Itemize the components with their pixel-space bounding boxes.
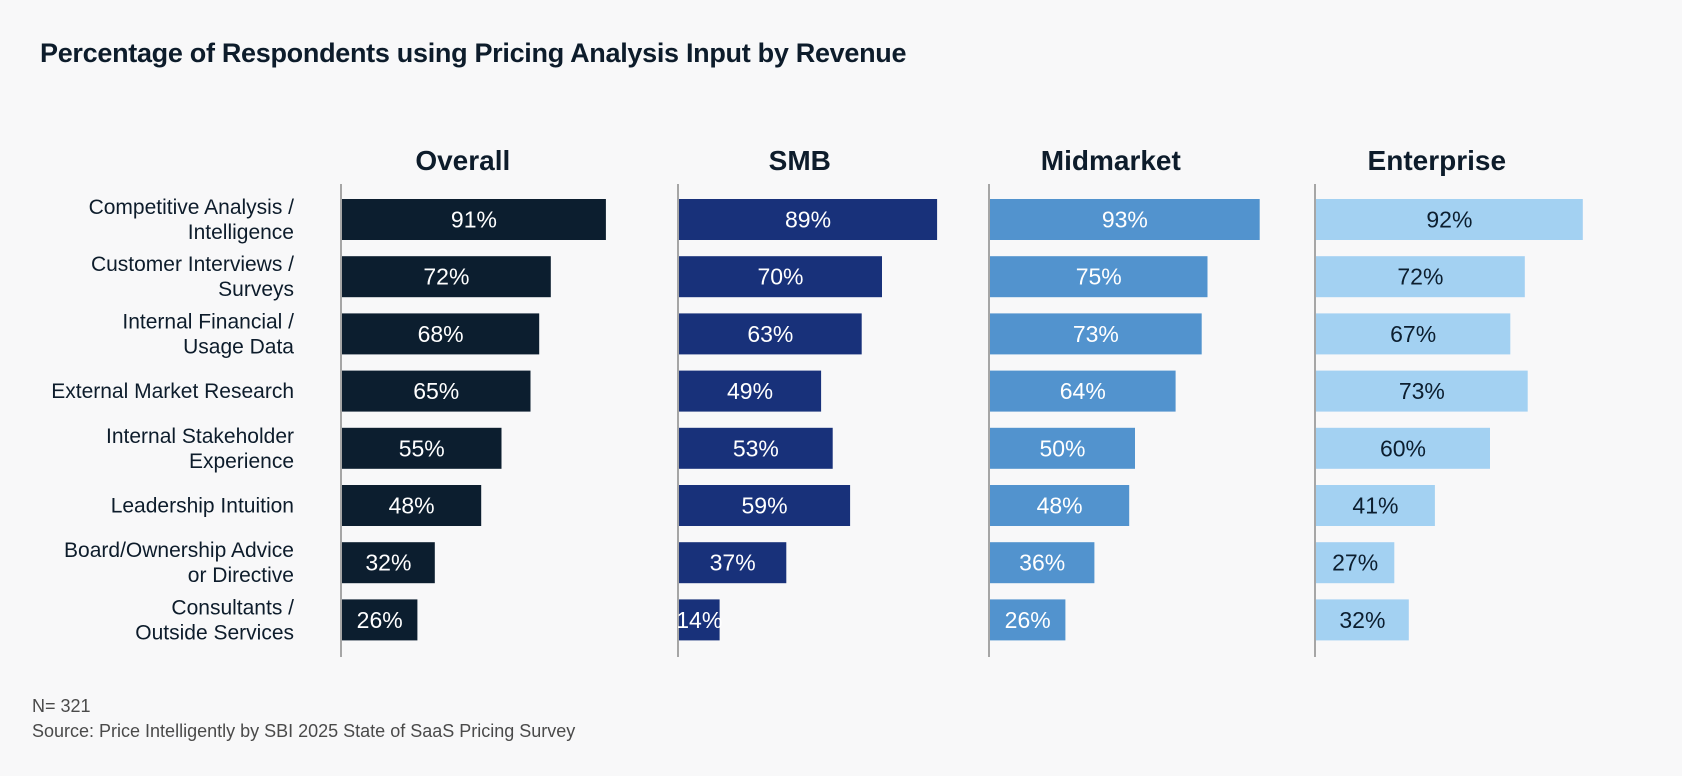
bar-value-label: 32%: [365, 550, 411, 576]
bar-value-label: 59%: [742, 493, 788, 519]
panel-header: SMB: [769, 145, 831, 176]
bar-value-label: 48%: [1037, 493, 1083, 519]
bar-value-label: 49%: [727, 378, 773, 404]
bar-value-label: 55%: [399, 435, 445, 461]
bar-value-label: 64%: [1060, 378, 1106, 404]
bar-value-label: 14%: [676, 607, 722, 633]
bar-value-label: 53%: [733, 435, 779, 461]
bar-value-label: 36%: [1019, 550, 1065, 576]
bar-value-label: 32%: [1339, 607, 1385, 633]
bar-value-label: 63%: [747, 321, 793, 347]
bar-value-label: 37%: [710, 550, 756, 576]
panel-header: Overall: [415, 145, 510, 176]
bar-value-label: 65%: [413, 378, 459, 404]
source-note: Source: Price Intelligently by SBI 2025 …: [32, 721, 575, 742]
category-label: Competitive Analysis /: [89, 196, 295, 219]
bar-value-label: 72%: [1397, 264, 1443, 290]
category-label: Usage Data: [183, 335, 294, 358]
bar-value-label: 73%: [1399, 378, 1445, 404]
category-label: Leadership Intuition: [111, 495, 294, 518]
chart-plot: Competitive Analysis /Intelligence Custom…: [0, 0, 1682, 776]
category-label: Internal Stakeholder: [106, 425, 294, 448]
bar-value-label: 26%: [357, 607, 403, 633]
category-label: Consultants /: [171, 596, 294, 619]
bar-value-label: 92%: [1426, 207, 1472, 233]
sample-size-note: N= 321: [32, 696, 91, 717]
category-label: Intelligence: [188, 221, 294, 244]
category-label: Customer Interviews /: [91, 253, 294, 276]
bar-value-label: 75%: [1076, 264, 1122, 290]
bar-value-label: 89%: [785, 207, 831, 233]
category-label: Surveys: [218, 278, 294, 301]
bar-value-label: 48%: [389, 493, 435, 519]
bar-value-label: 67%: [1390, 321, 1436, 347]
category-label: or Directive: [188, 564, 294, 587]
bar-value-label: 72%: [423, 264, 469, 290]
category-label: Outside Services: [135, 621, 294, 644]
bar-value-label: 26%: [1005, 607, 1051, 633]
bar-value-label: 68%: [418, 321, 464, 347]
category-label: Internal Financial /: [122, 310, 294, 333]
bar-value-label: 93%: [1102, 207, 1148, 233]
bar-value-label: 60%: [1380, 435, 1426, 461]
category-label: External Market Research: [51, 380, 294, 403]
panel-header: Midmarket: [1041, 145, 1181, 176]
chart-card: Percentage of Respondents using Pricing …: [0, 0, 1682, 776]
bar-value-label: 41%: [1352, 493, 1398, 519]
bar-value-label: 70%: [757, 264, 803, 290]
bar-value-label: 50%: [1039, 435, 1085, 461]
bar-value-label: 73%: [1073, 321, 1119, 347]
panel-header: Enterprise: [1368, 145, 1507, 176]
bar-value-label: 91%: [451, 207, 497, 233]
category-label: Experience: [189, 450, 294, 473]
category-label: Board/Ownership Advice: [64, 539, 294, 562]
bar-value-label: 27%: [1332, 550, 1378, 576]
